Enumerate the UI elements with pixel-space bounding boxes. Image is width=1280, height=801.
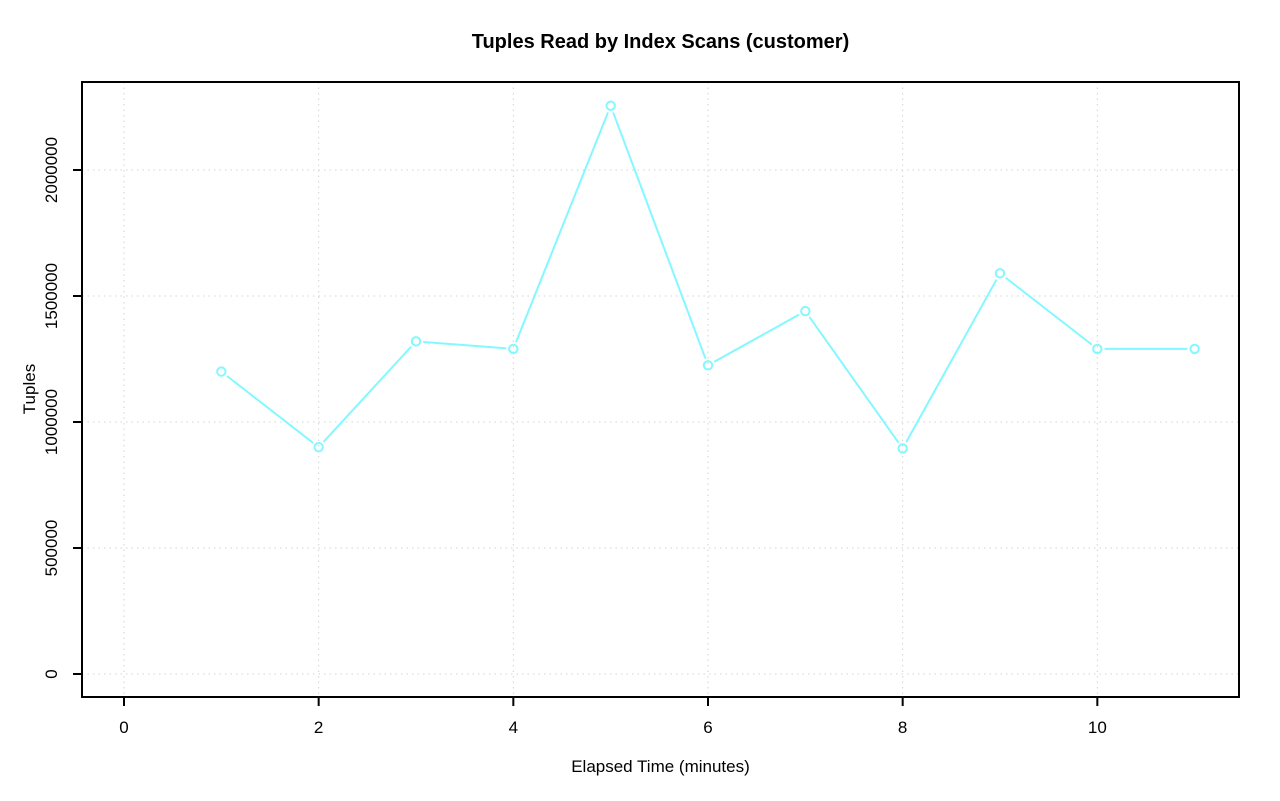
- x-tick-label: 2: [314, 718, 323, 737]
- x-tick-label: 4: [509, 718, 518, 737]
- line-segment: [323, 346, 412, 443]
- data-point-marker: [702, 360, 714, 371]
- y-tick-label: 0: [42, 669, 61, 678]
- line-segment: [808, 316, 900, 443]
- data-point-marker: [800, 305, 811, 317]
- line-segment: [422, 340, 507, 350]
- line-segment: [713, 314, 800, 363]
- data-point-marker: [216, 366, 227, 377]
- data-point-marker: [1092, 343, 1103, 355]
- plot-border: [81, 81, 1240, 698]
- data-point-marker: [508, 343, 519, 355]
- data-point-marker: [410, 336, 422, 347]
- line-segment: [905, 279, 998, 443]
- data-point-marker: [994, 268, 1006, 279]
- data-point-marker: [313, 442, 324, 453]
- y-tick-label: 2000000: [42, 137, 61, 203]
- x-tick-label: 10: [1088, 718, 1107, 737]
- line-segment: [612, 112, 707, 359]
- data-point-marker: [897, 443, 908, 454]
- y-tick-label: 500000: [42, 520, 61, 577]
- line-segment: [1005, 277, 1093, 346]
- line-segment: [226, 375, 314, 444]
- data-point-marker: [605, 100, 616, 111]
- x-axis-label: Elapsed Time (minutes): [571, 757, 750, 776]
- x-tick-label: 6: [703, 718, 712, 737]
- chart-title: Tuples Read by Index Scans (customer): [471, 31, 850, 53]
- x-tick-label: 8: [898, 718, 907, 737]
- x-tick-label: 0: [119, 718, 128, 737]
- y-tick-label: 1500000: [42, 263, 61, 329]
- y-axis-label: Tuples: [20, 363, 39, 415]
- y-tick-label: 1000000: [42, 389, 61, 455]
- line-segment: [515, 112, 609, 343]
- data-point-marker: [1189, 343, 1200, 355]
